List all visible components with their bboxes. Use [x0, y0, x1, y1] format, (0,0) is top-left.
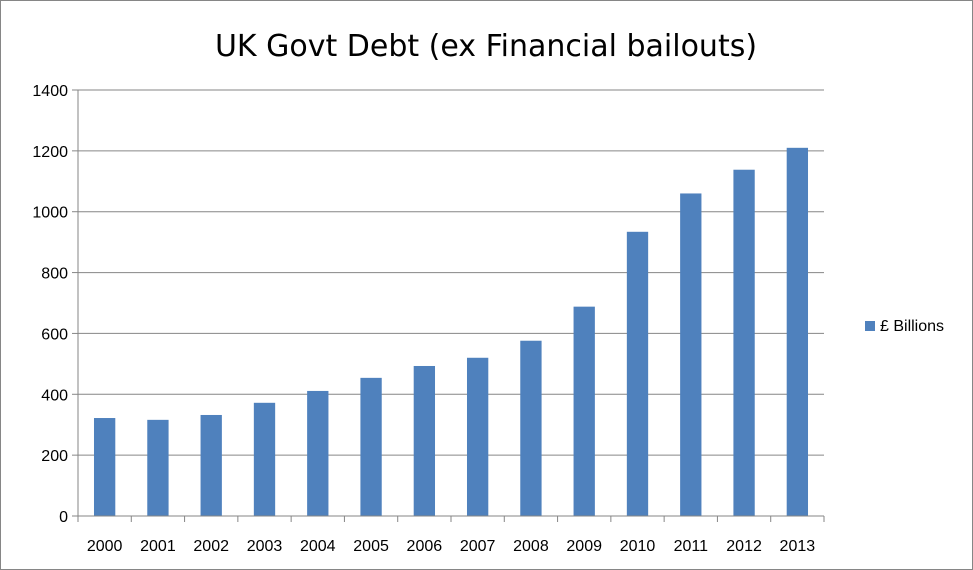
x-tick-label: 2003	[247, 538, 283, 555]
x-tick-label: 2011	[674, 538, 709, 555]
x-tick-label: 2010	[620, 538, 656, 555]
x-tick-label: 2012	[726, 538, 762, 555]
legend-swatch	[865, 321, 875, 331]
bar-2008	[520, 340, 542, 516]
legend: £ Billions	[865, 318, 944, 335]
bar-2010	[626, 231, 649, 516]
x-tick-label: 2005	[353, 538, 389, 555]
bar-2012	[733, 169, 755, 517]
bar-2006	[413, 365, 436, 516]
bar-2011	[680, 193, 702, 516]
y-tick-label: 0	[59, 509, 68, 526]
legend-label: £ Billions	[880, 318, 944, 335]
x-tick-label: 2002	[193, 538, 229, 555]
y-tick-label: 200	[41, 448, 68, 465]
bar-2009	[573, 306, 595, 516]
y-tick-label: 400	[41, 387, 68, 404]
bar-2003	[253, 402, 276, 516]
y-tick-label: 600	[41, 326, 68, 343]
y-tick-label: 800	[41, 266, 68, 283]
y-tick-label: 1000	[32, 205, 68, 222]
bar-2013	[786, 147, 809, 517]
x-tick-label: 2000	[87, 538, 123, 555]
y-axis-ticks: 0 200 400 600 800 1000 1200 1400	[32, 83, 78, 526]
bar-2007	[466, 357, 489, 516]
x-tick-label: 2006	[407, 538, 443, 555]
x-tick-label: 2008	[513, 538, 549, 555]
x-axis-ticks: 2000 2001 2002 2003 2004 2005 2006 2007 2008 2009…	[77, 516, 825, 555]
bar-2004	[307, 390, 329, 516]
bar-series	[93, 147, 809, 517]
x-tick-label: 2009	[566, 538, 602, 555]
bar-2000	[93, 418, 116, 516]
x-tick-label: 2001	[140, 538, 176, 555]
chart-title: UK Govt Debt (ex Financial bailouts)	[215, 29, 757, 64]
axes	[77, 90, 824, 517]
y-tick-label: 1200	[32, 144, 68, 161]
gridlines	[78, 89, 824, 456]
x-tick-label: 2013	[780, 538, 816, 555]
x-tick-label: 2004	[300, 538, 336, 555]
bar-2001	[147, 419, 169, 516]
y-tick-label: 1400	[32, 83, 68, 100]
bar-2002	[200, 414, 222, 516]
x-tick-label: 2007	[460, 538, 496, 555]
bar-2005	[360, 377, 382, 516]
